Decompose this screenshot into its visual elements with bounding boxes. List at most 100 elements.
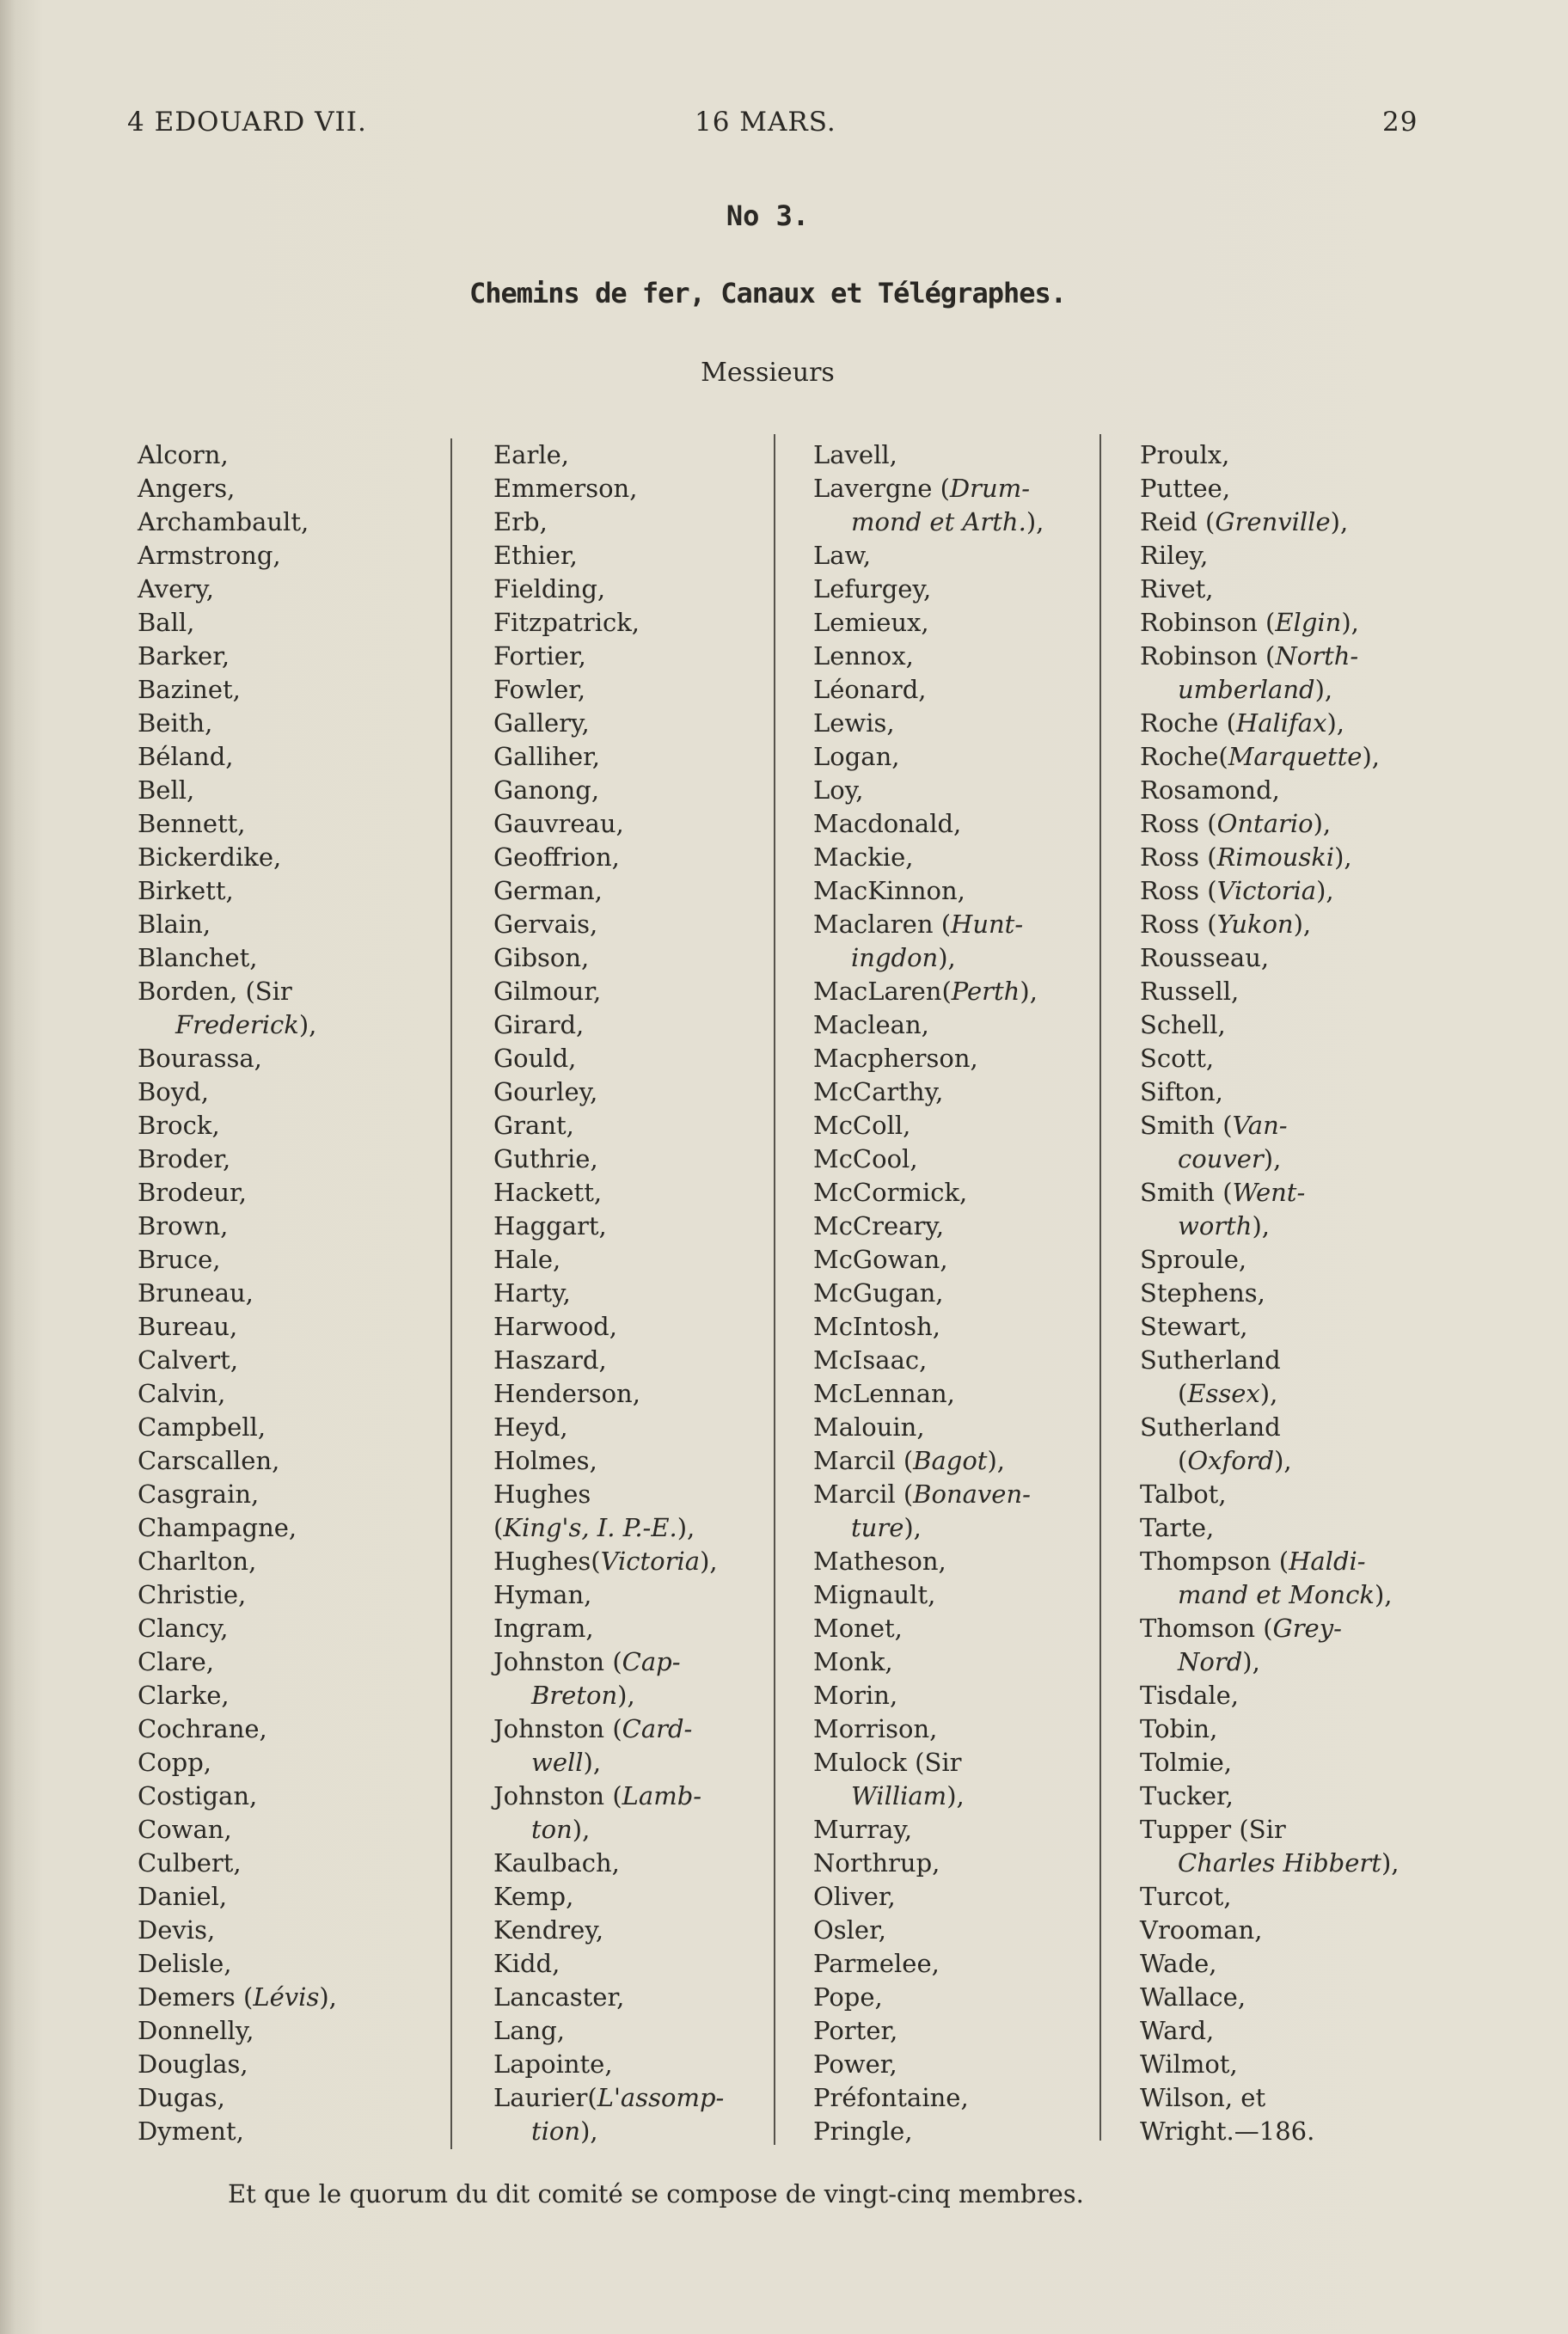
member-text: McColl, xyxy=(813,1111,911,1140)
member-text: Tisdale, xyxy=(1140,1681,1240,1710)
member-text: Sifton, xyxy=(1140,1077,1223,1106)
member-line: Nord), xyxy=(1140,1645,1399,1679)
member-line: Douglas, xyxy=(138,2048,337,2081)
member-line: Wade, xyxy=(1140,1947,1399,1981)
member-line: Stewart, xyxy=(1140,1310,1399,1344)
member-text: Murray, xyxy=(813,1815,913,1844)
member-text: Wilmot, xyxy=(1140,2049,1238,2079)
member-line: Christie, xyxy=(138,1578,337,1612)
member-text: Sproule, xyxy=(1140,1245,1247,1274)
member-riding: Cap- xyxy=(622,1647,681,1676)
member-text: Marcil ( xyxy=(813,1446,914,1475)
member-line: Galliher, xyxy=(493,740,724,774)
member-line: Hughes xyxy=(493,1478,724,1511)
member-text: Russell, xyxy=(1140,977,1240,1006)
member-text: Boyd, xyxy=(138,1077,209,1106)
member-text: Lang, xyxy=(493,2016,566,2045)
member-text: Ross ( xyxy=(1140,876,1217,905)
member-line: McCormick, xyxy=(813,1176,1044,1210)
member-text: Barker, xyxy=(138,641,230,671)
member-line: Harty, xyxy=(493,1277,724,1310)
member-text: Guthrie, xyxy=(493,1144,598,1173)
member-column-3: Lavell, Lavergne (Drum-mond et Arth.), Law… xyxy=(813,438,1044,2148)
member-line: Copp, xyxy=(138,1746,337,1780)
member-line: Campbell, xyxy=(138,1411,337,1444)
member-text: Bickerdike, xyxy=(138,842,282,872)
member-text: Culbert, xyxy=(138,1848,242,1878)
member-text: Schell, xyxy=(1140,1010,1226,1039)
member-line: Ward, xyxy=(1140,2014,1399,2048)
member-text: Johnston ( xyxy=(493,1781,622,1810)
member-line: Wilmot, xyxy=(1140,2048,1399,2081)
member-riding: ture xyxy=(851,1513,904,1542)
member-text: Rosamond, xyxy=(1140,775,1280,805)
member-text: Grant, xyxy=(493,1111,574,1140)
member-text: Hughes xyxy=(493,1479,591,1509)
member-text: ), xyxy=(1314,675,1333,704)
member-line: Clare, xyxy=(138,1645,337,1679)
member-line: Robinson (Elgin), xyxy=(1140,606,1399,640)
member-text: Roche( xyxy=(1140,742,1228,771)
member-line: Cochrane, xyxy=(138,1712,337,1746)
member-text: ), xyxy=(1313,809,1332,838)
member-text: Bennett, xyxy=(138,809,246,838)
member-line: Roche(Marquette), xyxy=(1140,740,1399,774)
member-text: Beith, xyxy=(138,708,213,738)
member-text: Ball, xyxy=(138,608,195,637)
member-line: McCool, xyxy=(813,1142,1044,1176)
member-text: Tupper (Sir xyxy=(1140,1815,1286,1844)
member-text: Geoffrion, xyxy=(493,842,620,872)
member-line: Robinson (North- xyxy=(1140,640,1399,673)
member-line: Northrup, xyxy=(813,1847,1044,1880)
member-text: Haszard, xyxy=(493,1345,607,1375)
member-text: Champagne, xyxy=(138,1513,297,1542)
member-line: Harwood, xyxy=(493,1310,724,1344)
member-text: Birkett, xyxy=(138,876,234,905)
member-line: Scott, xyxy=(1140,1042,1399,1075)
member-line: Barker, xyxy=(138,640,337,673)
member-line: Law, xyxy=(813,539,1044,573)
member-line: Tolmie, xyxy=(1140,1746,1399,1780)
member-text: Delisle, xyxy=(138,1949,232,1978)
member-text: Clancy, xyxy=(138,1614,229,1643)
member-line: Johnston (Cap- xyxy=(493,1645,724,1679)
member-line: Proulx, xyxy=(1140,438,1399,472)
member-text: McIntosh, xyxy=(813,1312,940,1341)
member-text: Clare, xyxy=(138,1647,214,1676)
member-line: MacLaren(Perth), xyxy=(813,975,1044,1008)
member-riding: Bonaven- xyxy=(913,1479,1031,1509)
member-line: Devis, xyxy=(138,1914,337,1947)
member-text: Wilson, et xyxy=(1140,2083,1266,2112)
member-line: (Essex), xyxy=(1140,1377,1399,1411)
member-line: Mignault, xyxy=(813,1578,1044,1612)
member-text: Turcot, xyxy=(1140,1882,1232,1911)
member-line: Bruneau, xyxy=(138,1277,337,1310)
member-text: ), xyxy=(319,1982,337,2012)
member-text: Dyment, xyxy=(138,2117,244,2146)
member-text: Heyd, xyxy=(493,1412,568,1442)
member-line: Lapointe, xyxy=(493,2048,724,2081)
member-text: Bruce, xyxy=(138,1245,221,1274)
member-text: MacKinnon, xyxy=(813,876,965,905)
member-line: Monk, xyxy=(813,1645,1044,1679)
member-riding: Rimouski xyxy=(1216,842,1335,872)
member-line: Tupper (Sir xyxy=(1140,1813,1399,1847)
member-text: Ross ( xyxy=(1140,910,1217,939)
member-text: Rousseau, xyxy=(1140,943,1270,972)
member-line: couver), xyxy=(1140,1142,1399,1176)
member-line: Bazinet, xyxy=(138,673,337,707)
member-riding: Breton xyxy=(531,1681,618,1710)
member-line: mond et Arth.), xyxy=(813,505,1044,539)
member-line: Wallace, xyxy=(1140,1981,1399,2014)
member-line: Hughes(Victoria), xyxy=(493,1545,724,1578)
member-line: Dyment, xyxy=(138,2115,337,2148)
member-text: ), xyxy=(298,1010,317,1039)
member-text: Logan, xyxy=(813,742,900,771)
member-text: Ganong, xyxy=(493,775,600,805)
member-text: McCormick, xyxy=(813,1178,968,1207)
member-text: Fortier, xyxy=(493,641,586,671)
member-riding: Lévis xyxy=(253,1982,320,2012)
member-line: Smith (Van- xyxy=(1140,1109,1399,1142)
member-text: ), xyxy=(1316,876,1334,905)
member-text: Macdonald, xyxy=(813,809,962,838)
